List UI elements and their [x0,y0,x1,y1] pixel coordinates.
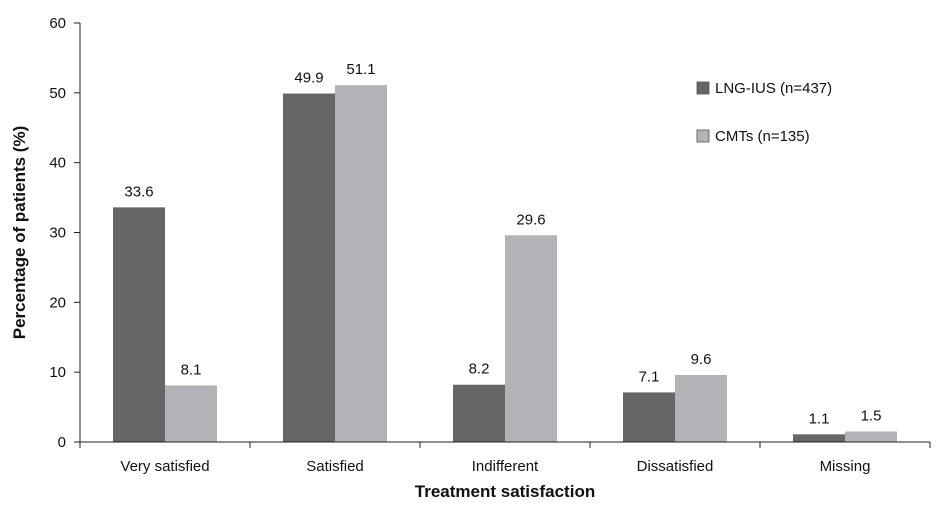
x-tick-label: Satisfied [306,458,364,475]
data-label: 9.6 [691,351,712,368]
data-label: 1.5 [861,408,882,425]
bar-lng-ius [283,93,335,442]
y-tick-label: 30 [49,225,66,242]
y-tick-label: 40 [49,155,66,172]
data-label: 49.9 [294,70,323,87]
category-labels: Very satisfied Satisfied Indifferent Dissat… [120,458,870,475]
y-axis-title: Percentage of patients (%) [10,126,29,340]
y-tick-label: 10 [49,364,66,381]
data-label: 33.6 [124,183,153,200]
bar-cmts [675,374,727,442]
y-axis-ticks: 0 10 20 30 40 50 60 [49,15,80,451]
data-label: 8.1 [181,361,202,378]
bar-lng-ius [793,434,845,442]
x-tick-label: Dissatisfied [637,458,714,475]
data-label: 1.1 [809,410,830,427]
bar-lng-ius [113,207,165,442]
legend: LNG-IUS (n=437) CMTs (n=135) [696,80,832,145]
data-labels: 33.6 8.1 49.9 51.1 8.2 29.6 7.1 9.6 1.1 1.5 [124,61,881,427]
bar-lng-ius [453,384,505,442]
bar-cmts [165,385,217,442]
bars [113,85,897,442]
x-axis-ticks [79,442,931,448]
data-label: 51.1 [346,61,375,78]
bar-cmts [335,85,387,442]
legend-label: CMTs (n=135) [715,128,810,145]
legend-label: LNG-IUS (n=437) [715,80,832,97]
legend-swatch [696,81,710,95]
bar-cmts [505,235,557,442]
y-tick-label: 0 [58,434,66,451]
y-tick-label: 20 [49,294,66,311]
y-tick-label: 50 [49,85,66,102]
data-label: 29.6 [516,211,545,228]
bar-lng-ius [623,392,675,442]
data-label: 7.1 [639,368,660,385]
x-tick-label: Very satisfied [120,458,209,475]
bar-cmts [845,431,897,442]
data-label: 8.2 [469,361,490,378]
x-tick-label: Missing [820,458,871,475]
legend-swatch [696,129,710,143]
x-axis-title: Treatment satisfaction [415,482,595,501]
y-tick-label: 60 [49,15,66,32]
x-tick-label: Indifferent [472,458,539,475]
